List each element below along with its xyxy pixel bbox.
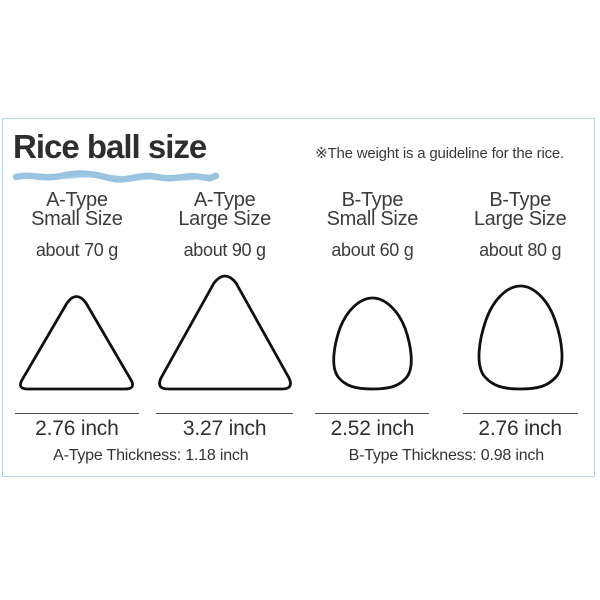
width-measure-line xyxy=(156,412,294,414)
column-weight: about 60 g xyxy=(331,239,414,260)
size-columns: A-Type Small Size about 70 g 2.76 inch A… xyxy=(3,188,594,441)
column-size-label: Small Size xyxy=(31,208,123,231)
column-type-label: A-Type xyxy=(193,188,256,211)
column-size-label: Large Size xyxy=(178,208,271,231)
column-b-type-large: B-Type Large Size about 80 g 2.76 inch xyxy=(446,188,594,441)
width-measure-line xyxy=(14,412,139,414)
b-type-thickness-note: B-Type Thickness: 0.98 inch xyxy=(348,446,544,464)
rounded-large-onigiri-shape xyxy=(477,284,563,391)
column-size-label: Large Size xyxy=(473,208,567,231)
shape-container xyxy=(151,265,299,393)
shape-container xyxy=(3,265,151,393)
column-size-label: Small Size xyxy=(326,208,419,231)
column-weight: about 70 g xyxy=(35,239,118,260)
column-weight: about 90 g xyxy=(183,239,266,260)
column-b-type-small: B-Type Small Size about 60 g 2.52 inch xyxy=(299,188,447,441)
column-weight: about 80 g xyxy=(479,239,562,260)
width-measure-line xyxy=(315,412,430,414)
page-title: Rice ball size xyxy=(13,128,207,165)
title-underline-decoration xyxy=(13,170,219,183)
width-value: 2.52 inch xyxy=(330,416,415,440)
column-type-label: A-Type xyxy=(46,188,108,211)
width-value: 3.27 inch xyxy=(182,416,267,440)
infographic-sheet: Rice ball size ※The weight is a guidelin… xyxy=(2,118,595,477)
column-type-label: B-Type xyxy=(341,188,404,211)
shape-container xyxy=(446,265,594,393)
width-value: 2.76 inch xyxy=(478,416,562,440)
width-value: 2.76 inch xyxy=(35,416,119,440)
column-a-type-small: A-Type Small Size about 70 g 2.76 inch xyxy=(3,188,151,441)
column-type-label: B-Type xyxy=(489,188,551,211)
header-row: Rice ball size ※The weight is a guidelin… xyxy=(3,119,594,183)
width-measure-line xyxy=(462,412,578,414)
column-a-type-large: A-Type Large Size about 90 g 3.27 inch xyxy=(151,188,299,441)
thickness-row: A-Type Thickness: 1.18 inch B-Type Thick… xyxy=(3,447,594,465)
shape-container xyxy=(299,265,447,393)
title-block: Rice ball size xyxy=(13,128,219,183)
weight-guideline-note: ※The weight is a guideline for the rice. xyxy=(315,145,564,162)
rounded-small-onigiri-shape xyxy=(332,296,413,391)
a-type-thickness-note: A-Type Thickness: 1.18 inch xyxy=(53,446,249,464)
triangle-large-onigiri-shape xyxy=(157,274,292,391)
triangle-small-onigiri-shape xyxy=(19,295,135,391)
